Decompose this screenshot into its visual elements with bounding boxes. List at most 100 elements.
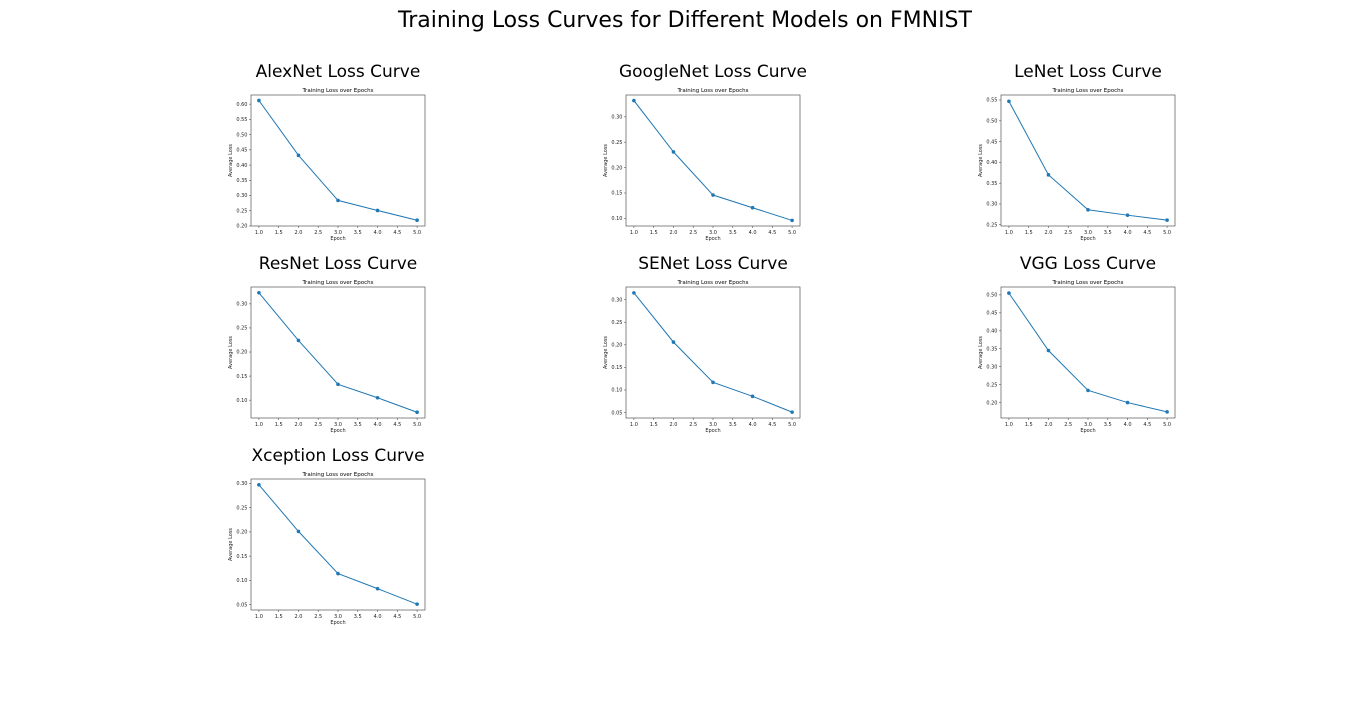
x-tick-label: 3.0 xyxy=(334,422,342,428)
loss-point xyxy=(375,586,380,591)
y-tick-label: 0.30 xyxy=(986,202,997,208)
y-tick-label: 0.05 xyxy=(236,602,247,608)
x-tick-label: 4.5 xyxy=(393,614,401,620)
plot-frame xyxy=(1000,286,1176,419)
loss-line xyxy=(258,484,418,605)
loss-point xyxy=(1046,173,1051,177)
x-tick-label: 5.0 xyxy=(1163,422,1171,428)
x-tick-label: 3.0 xyxy=(334,230,342,236)
y-tick-label: 0.25 xyxy=(986,222,997,228)
x-tick-label: 4.5 xyxy=(393,422,401,428)
x-tick-label: 2.5 xyxy=(314,614,322,620)
plot-frame xyxy=(625,94,801,227)
panel-title: SENet Loss Curve xyxy=(638,254,788,274)
y-tick-label: 0.30 xyxy=(986,364,997,370)
x-tick-label: 3.5 xyxy=(729,230,737,236)
x-tick-label: 2.5 xyxy=(314,422,322,428)
x-tick-label: 2.0 xyxy=(1044,230,1052,236)
x-tick-label: 2.0 xyxy=(1044,422,1052,428)
y-axis-label: Average Loss xyxy=(228,528,234,561)
loss-line xyxy=(1008,101,1168,221)
x-tick-label: 4.0 xyxy=(374,422,382,428)
y-tick-label: 0.35 xyxy=(986,346,997,352)
plot-frame xyxy=(250,94,426,227)
x-tick-label: 2.0 xyxy=(669,230,677,236)
y-tick-label: 0.45 xyxy=(236,148,247,154)
y-tick-label: 0.30 xyxy=(611,297,622,303)
chart-title: Training Loss over Epochs xyxy=(677,280,749,286)
x-tick-label: 2.5 xyxy=(689,230,697,236)
loss-point xyxy=(336,571,340,576)
x-tick-label: 4.5 xyxy=(1143,422,1151,428)
y-tick-label: 0.20 xyxy=(611,343,622,349)
x-tick-label: 2.0 xyxy=(669,422,677,428)
x-tick-label: 1.5 xyxy=(1025,422,1033,428)
loss-point xyxy=(415,218,419,223)
x-axis-label: Epoch xyxy=(330,620,345,626)
y-tick-label: 0.25 xyxy=(236,505,247,511)
y-tick-label: 0.15 xyxy=(236,554,247,560)
y-axis-label: Average Loss xyxy=(228,336,234,369)
x-tick-label: 5.0 xyxy=(788,422,796,428)
x-tick-label: 2.0 xyxy=(294,230,302,236)
x-tick-label: 3.5 xyxy=(729,422,737,428)
plot-frame xyxy=(625,286,801,419)
loss-point xyxy=(750,205,755,210)
x-tick-label: 4.0 xyxy=(1124,422,1132,428)
x-tick-label: 4.5 xyxy=(393,230,401,236)
y-tick-label: 0.15 xyxy=(611,191,622,197)
y-tick-label: 0.10 xyxy=(611,388,622,394)
y-tick-label: 0.15 xyxy=(611,365,622,371)
loss-line xyxy=(633,100,793,221)
x-axis-label: Epoch xyxy=(705,236,720,242)
loss-point xyxy=(336,198,340,203)
loss-point xyxy=(671,150,676,154)
x-tick-label: 5.0 xyxy=(1163,230,1171,236)
y-tick-label: 0.55 xyxy=(986,98,997,104)
x-tick-label: 4.5 xyxy=(768,422,776,428)
y-axis-label: Average Loss xyxy=(603,144,609,177)
y-tick-label: 0.10 xyxy=(611,216,622,222)
x-axis-label: Epoch xyxy=(330,236,345,242)
y-axis-label: Average Loss xyxy=(228,144,234,177)
loss-point xyxy=(375,208,380,213)
loss-point xyxy=(671,340,676,344)
x-tick-label: 2.5 xyxy=(689,422,697,428)
loss-point xyxy=(296,529,301,534)
loss-point xyxy=(415,602,419,606)
chart-title: Training Loss over Epochs xyxy=(1052,280,1124,286)
y-tick-label: 0.25 xyxy=(611,320,622,326)
x-tick-label: 5.0 xyxy=(413,614,421,620)
x-tick-label: 4.0 xyxy=(749,230,757,236)
y-tick-label: 0.45 xyxy=(986,139,997,145)
y-axis-label: Average Loss xyxy=(603,336,609,369)
loss-point xyxy=(296,338,301,343)
loss-point xyxy=(632,291,636,295)
x-tick-label: 1.5 xyxy=(650,422,658,428)
panel-title: GoogleNet Loss Curve xyxy=(619,62,807,82)
loss-chart-panel: LeNet Loss Curve Training Loss over Epoch… xyxy=(978,62,1176,242)
x-tick-label: 3.5 xyxy=(354,614,362,620)
plot-frame xyxy=(1000,94,1176,227)
x-tick-label: 5.0 xyxy=(413,230,421,236)
plot-frame xyxy=(250,478,426,611)
loss-point xyxy=(257,98,261,103)
x-tick-label: 3.0 xyxy=(1084,230,1092,236)
chart-title: Training Loss over Epochs xyxy=(302,280,374,286)
x-tick-label: 1.5 xyxy=(275,614,283,620)
y-tick-label: 0.20 xyxy=(236,350,247,356)
chart-title: Training Loss over Epochs xyxy=(302,88,374,94)
x-tick-label: 1.0 xyxy=(630,422,638,428)
y-tick-label: 0.30 xyxy=(611,115,622,121)
loss-chart-panel: AlexNet Loss Curve Training Loss over Epo… xyxy=(228,62,426,242)
y-tick-label: 0.20 xyxy=(611,165,622,171)
y-tick-label: 0.40 xyxy=(986,160,997,166)
x-tick-label: 3.0 xyxy=(709,422,717,428)
panel-title: Xception Loss Curve xyxy=(251,446,424,466)
x-tick-label: 4.5 xyxy=(1143,230,1151,236)
x-tick-label: 3.5 xyxy=(354,230,362,236)
loss-line xyxy=(258,292,418,413)
y-axis-label: Average Loss xyxy=(978,336,984,369)
x-tick-label: 1.5 xyxy=(650,230,658,236)
x-tick-label: 3.5 xyxy=(1104,230,1112,236)
